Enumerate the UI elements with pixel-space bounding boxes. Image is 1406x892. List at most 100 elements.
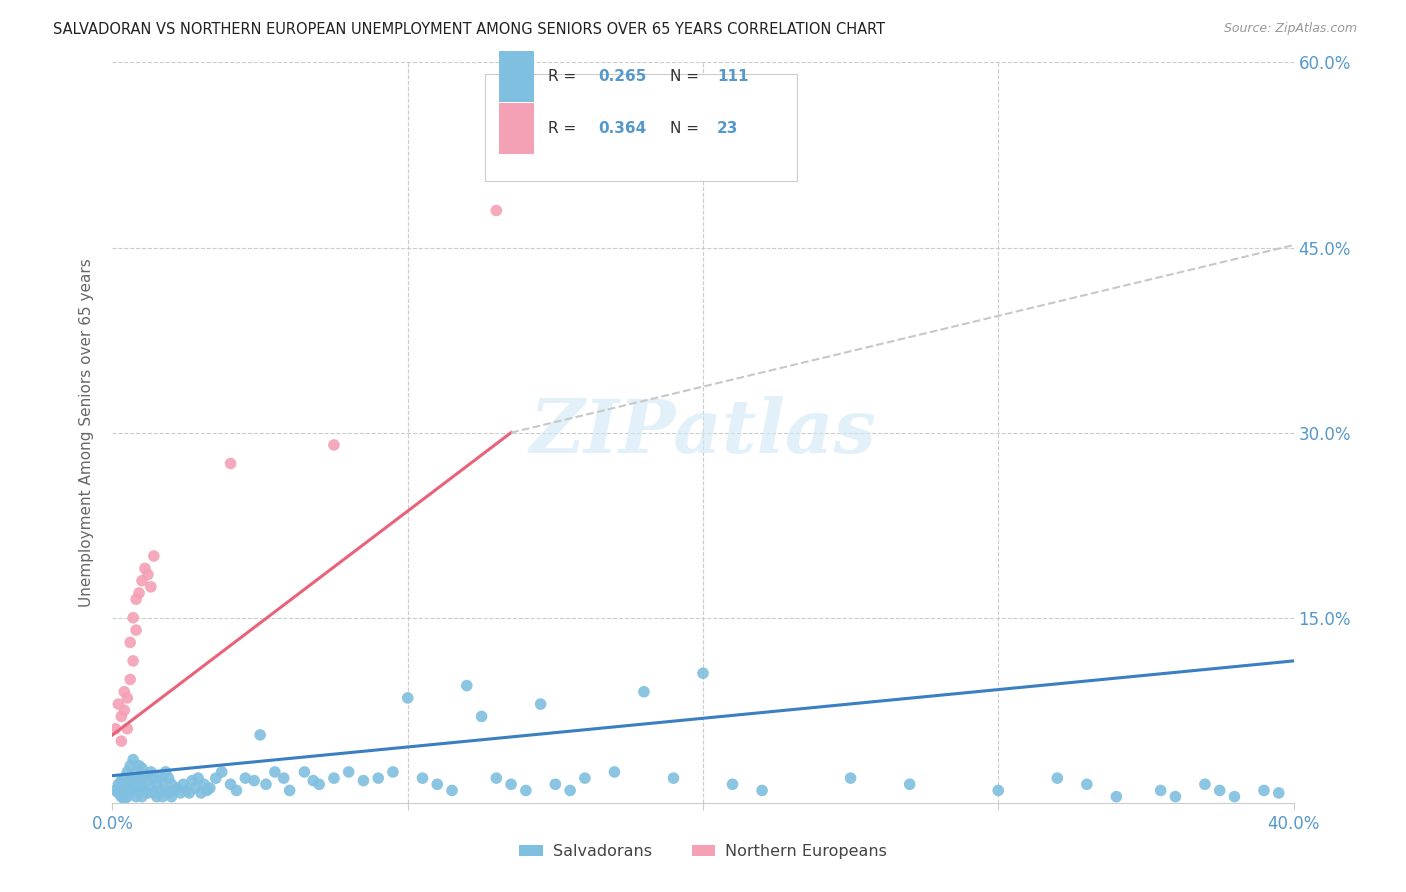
Point [112, 771, 135, 785]
Text: SALVADORAN VS NORTHERN EUROPEAN UNEMPLOYMENT AMONG SENIORS OVER 65 YEARS CORRELA: SALVADORAN VS NORTHERN EUROPEAN UNEMPLOY… [53, 22, 886, 37]
Point [1223, 789, 1246, 804]
Point [225, 783, 247, 797]
Point [112, 685, 135, 699]
Text: 23: 23 [717, 120, 738, 136]
Point [323, 771, 346, 785]
Point [692, 666, 714, 681]
Point [107, 777, 129, 791]
Point [131, 574, 153, 588]
Point [352, 773, 374, 788]
Point [308, 777, 330, 791]
Point [249, 728, 271, 742]
Point [155, 783, 177, 797]
Point [120, 786, 142, 800]
Point [120, 773, 142, 788]
Text: N =: N = [669, 69, 704, 84]
Point [110, 780, 132, 795]
Point [125, 777, 148, 791]
Text: ZIPatlas: ZIPatlas [530, 396, 876, 469]
Point [112, 792, 135, 806]
Point [485, 771, 508, 785]
Point [278, 783, 301, 797]
Point [117, 690, 138, 705]
Point [104, 722, 127, 736]
Point [136, 567, 159, 582]
Point [558, 783, 582, 797]
Point [751, 783, 773, 797]
Point [1150, 783, 1173, 797]
Point [152, 789, 174, 804]
Point [122, 783, 145, 797]
Point [120, 673, 142, 687]
Point [1105, 789, 1128, 804]
Point [131, 777, 153, 791]
Point [117, 789, 138, 804]
Point [122, 654, 145, 668]
FancyBboxPatch shape [485, 73, 797, 181]
Point [122, 771, 145, 785]
Point [122, 610, 145, 624]
Point [107, 697, 129, 711]
Point [515, 783, 537, 797]
Point [456, 679, 478, 693]
Point [110, 789, 132, 804]
Point [117, 722, 138, 736]
Point [485, 203, 508, 218]
Point [1046, 771, 1069, 785]
Point [633, 685, 655, 699]
Point [501, 777, 523, 791]
Point [1208, 783, 1232, 797]
Point [174, 783, 197, 797]
Point [134, 561, 156, 575]
Point [470, 709, 494, 723]
Point [1253, 783, 1275, 797]
Point [529, 697, 551, 711]
Point [205, 771, 228, 785]
Point [1076, 777, 1098, 791]
Point [117, 777, 138, 791]
Bar [499, 103, 534, 153]
Point [142, 786, 165, 800]
Point [160, 789, 183, 804]
Point [155, 764, 177, 779]
Point [243, 773, 266, 788]
Point [136, 786, 159, 800]
Point [426, 777, 449, 791]
Point [302, 773, 325, 788]
Point [574, 771, 596, 785]
Point [198, 780, 221, 795]
Point [603, 764, 626, 779]
Point [987, 783, 1010, 797]
Point [163, 783, 186, 797]
Point [193, 777, 215, 791]
Point [125, 623, 148, 637]
Point [146, 777, 169, 791]
Point [323, 438, 346, 452]
Point [898, 777, 921, 791]
Point [152, 773, 174, 788]
Point [187, 771, 209, 785]
Point [190, 786, 212, 800]
Point [107, 786, 129, 800]
Point [179, 786, 201, 800]
Point [149, 769, 172, 783]
Point [195, 783, 218, 797]
Point [219, 457, 242, 471]
Bar [499, 52, 534, 102]
Legend: Salvadorans, Northern Europeans: Salvadorans, Northern Europeans [513, 838, 893, 865]
Point [233, 771, 256, 785]
Point [128, 771, 150, 785]
Point [134, 769, 156, 783]
Point [112, 783, 135, 797]
Point [110, 734, 132, 748]
Point [1164, 789, 1187, 804]
Point [544, 777, 567, 791]
Point [149, 783, 172, 797]
Text: 0.265: 0.265 [598, 69, 647, 84]
Text: Source: ZipAtlas.com: Source: ZipAtlas.com [1223, 22, 1357, 36]
Point [139, 580, 162, 594]
Point [157, 771, 180, 785]
Point [110, 773, 132, 788]
Point [125, 764, 148, 779]
Point [146, 789, 169, 804]
